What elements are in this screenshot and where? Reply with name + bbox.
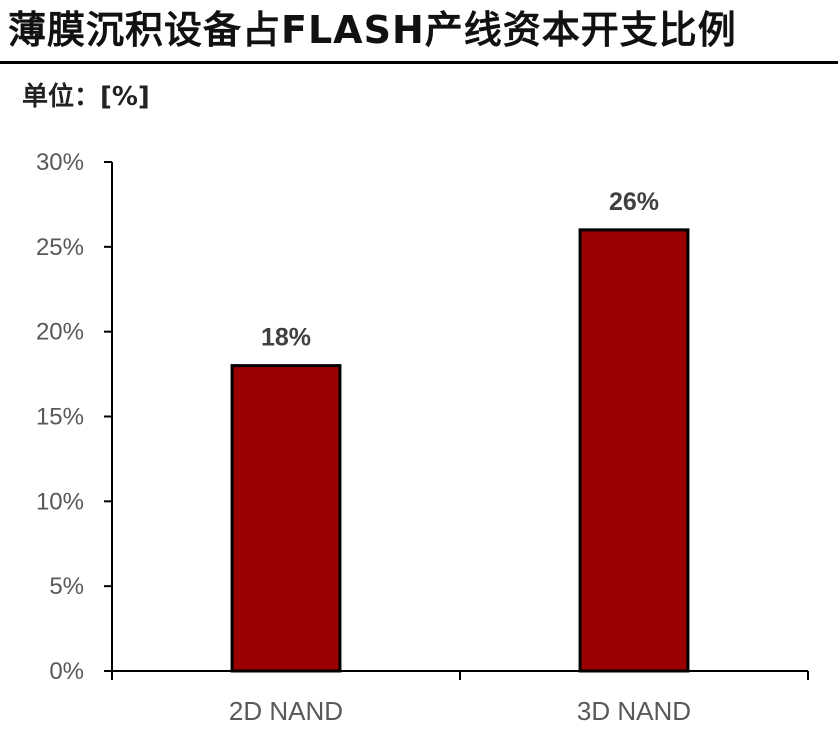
bar (578, 228, 690, 673)
x-category-label: 2D NAND (229, 696, 343, 726)
chart-labels: 18% 2D NAND 26% 3D NAND (229, 188, 691, 726)
unit-label: 单位：[%] (22, 82, 150, 112)
y-tick-label: 25% (36, 234, 84, 261)
chart-bars (230, 228, 690, 673)
data-label: 26% (609, 188, 659, 216)
y-tick-label: 10% (36, 488, 84, 515)
title-divider (0, 61, 838, 64)
x-category-label: 3D NAND (577, 696, 691, 726)
y-tick-label: 5% (49, 573, 84, 600)
y-tick-label: 30% (36, 149, 84, 176)
data-label: 18% (261, 324, 311, 352)
y-tick-label: 0% (49, 658, 84, 685)
y-tick-label: 20% (36, 319, 84, 346)
chart-axes: 0% 5% 10% 15% 20% 25% 30% (36, 149, 809, 685)
bar (230, 364, 342, 673)
y-tick-label: 15% (36, 404, 84, 431)
chart-title: 薄膜沉积设备占FLASH产线资本开支比例 (8, 8, 737, 52)
